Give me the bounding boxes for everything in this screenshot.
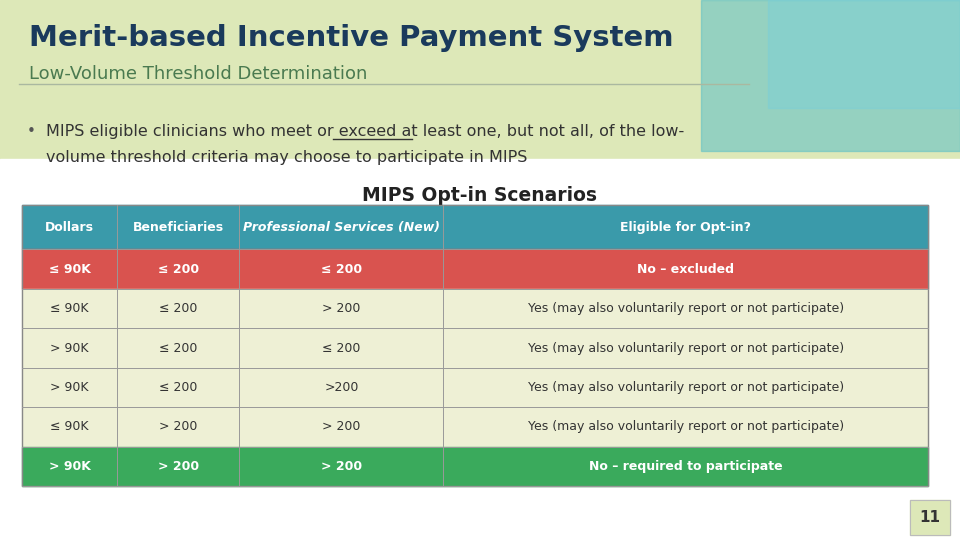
Bar: [22, 407, 928, 447]
Bar: [0, 159, 960, 540]
Text: ≤ 200: ≤ 200: [321, 262, 362, 276]
Text: volume threshold criteria may choose to participate in MIPS: volume threshold criteria may choose to …: [46, 150, 527, 165]
Bar: [22, 289, 928, 328]
Text: Yes (may also voluntarily report or not participate): Yes (may also voluntarily report or not …: [528, 302, 844, 315]
Text: ≤ 90K: ≤ 90K: [49, 262, 90, 276]
Bar: [910, 500, 950, 535]
Bar: [0, 0, 960, 159]
Bar: [768, 0, 960, 108]
Text: No – excluded: No – excluded: [637, 262, 734, 276]
Text: 11: 11: [920, 510, 941, 524]
Text: > 200: > 200: [323, 420, 361, 434]
Text: ≤ 200: ≤ 200: [159, 381, 198, 394]
Bar: [22, 368, 928, 407]
Text: Yes (may also voluntarily report or not participate): Yes (may also voluntarily report or not …: [528, 341, 844, 355]
Text: Dollars: Dollars: [45, 221, 94, 234]
Text: ≤ 200: ≤ 200: [323, 341, 361, 355]
Text: > 200: > 200: [321, 460, 362, 473]
Text: MIPS Opt-in Scenarios: MIPS Opt-in Scenarios: [363, 186, 597, 205]
Text: ≤ 90K: ≤ 90K: [50, 302, 89, 315]
Bar: [22, 205, 928, 249]
Text: ≤ 200: ≤ 200: [159, 341, 198, 355]
Text: •: •: [27, 124, 36, 139]
Text: Yes (may also voluntarily report or not participate): Yes (may also voluntarily report or not …: [528, 381, 844, 394]
Text: Beneficiaries: Beneficiaries: [132, 221, 224, 234]
Text: > 90K: > 90K: [49, 460, 90, 473]
Text: Professional Services (New): Professional Services (New): [243, 221, 440, 234]
Text: > 200: > 200: [159, 420, 198, 434]
Text: Yes (may also voluntarily report or not participate): Yes (may also voluntarily report or not …: [528, 420, 844, 434]
Text: Low-Volume Threshold Determination: Low-Volume Threshold Determination: [29, 65, 367, 83]
Text: No – required to participate: No – required to participate: [588, 460, 782, 473]
Text: >200: >200: [324, 381, 358, 394]
Text: ≤ 200: ≤ 200: [157, 262, 199, 276]
Bar: [22, 249, 928, 289]
Bar: [22, 447, 928, 486]
Bar: [910, 500, 950, 535]
Text: Merit-based Incentive Payment System: Merit-based Incentive Payment System: [29, 24, 673, 52]
Text: Eligible for Opt-in?: Eligible for Opt-in?: [620, 221, 751, 234]
Text: MIPS eligible clinicians who meet or exceed at least one, but not all, of the lo: MIPS eligible clinicians who meet or exc…: [46, 124, 684, 139]
Bar: [701, 0, 960, 151]
Text: > 200: > 200: [323, 302, 361, 315]
Text: > 200: > 200: [157, 460, 199, 473]
Text: ≤ 90K: ≤ 90K: [50, 420, 89, 434]
Text: ≤ 200: ≤ 200: [159, 302, 198, 315]
Text: > 90K: > 90K: [50, 341, 89, 355]
Bar: [22, 205, 928, 486]
Text: > 90K: > 90K: [50, 381, 89, 394]
Bar: [22, 328, 928, 368]
